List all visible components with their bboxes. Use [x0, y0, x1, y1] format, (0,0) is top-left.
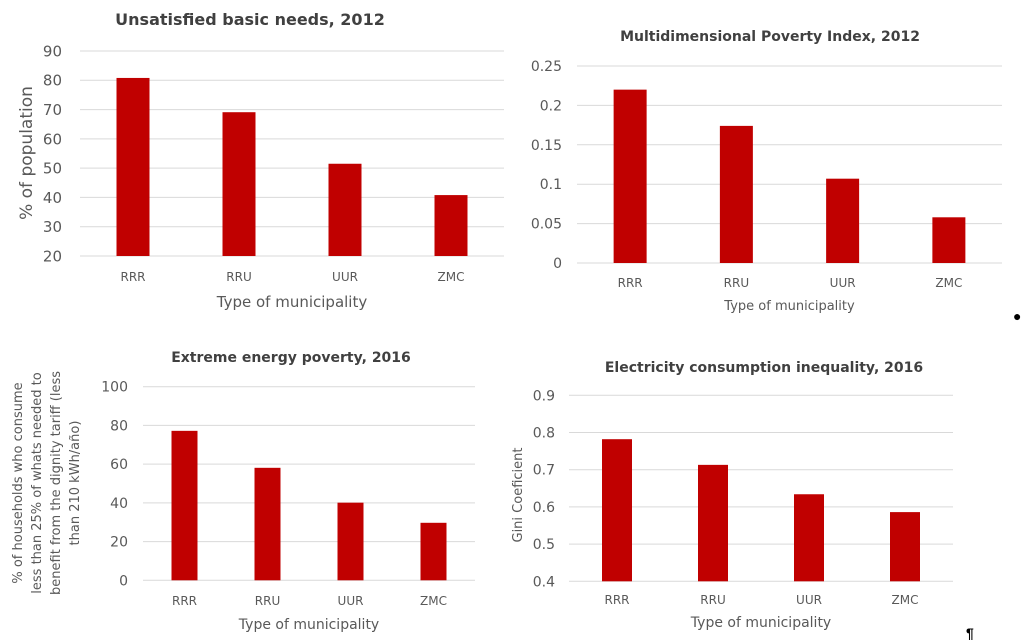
x-tick-label: UUR [332, 270, 358, 284]
chart-4: Electricity consumption inequality, 2016… [511, 360, 953, 631]
bar-uur [337, 502, 364, 581]
bar-zmc [890, 512, 920, 582]
x-tick-label: ZMC [892, 593, 919, 607]
y-tick-label: 0.4 [533, 574, 555, 590]
y-tick-label: 20 [43, 247, 62, 265]
x-axis-label: Type of municipality [238, 617, 379, 633]
y-axis-label: benefit from the dignity tariff (less [49, 371, 64, 595]
chart-title: Multidimensional Poverty Index, 2012 [620, 29, 920, 45]
bullet-mark: ● [1013, 308, 1022, 324]
pilcrow-mark: ¶ [966, 625, 974, 641]
x-tick-label: RRU [226, 270, 251, 284]
chart-title: Electricity consumption inequality, 2016 [605, 360, 923, 376]
y-tick-label: 0.2 [540, 98, 562, 114]
x-tick-label: ZMC [438, 270, 465, 284]
y-tick-label: 0.1 [540, 177, 562, 193]
bar-rrr [171, 430, 198, 581]
bar-zmc [932, 217, 966, 263]
x-tick-label: RRR [618, 276, 643, 290]
y-axis-label: % of population [17, 86, 37, 220]
bar-rrr [613, 89, 647, 263]
chart-1: Unsatisfied basic needs, 2012 20 30 40 50 60 7… [17, 10, 504, 311]
y-axis-label: than 210 kWh/año) [68, 421, 83, 546]
y-tick-label: 0.05 [531, 217, 562, 233]
y-tick-label: 0.9 [533, 388, 555, 404]
x-axis-label: Type of municipality [690, 615, 831, 631]
y-tick-label: 70 [43, 101, 62, 119]
x-tick-label: RRR [172, 594, 197, 608]
y-tick-label: 20 [110, 535, 128, 551]
y-tick-label: 0 [119, 573, 128, 589]
y-tick-label: 100 [101, 380, 128, 396]
y-tick-label: 60 [110, 457, 128, 473]
bar-uur [794, 494, 824, 582]
x-tick-label: UUR [338, 594, 364, 608]
y-tick-label: 0.15 [531, 138, 562, 154]
x-tick-label: ZMC [420, 594, 447, 608]
y-axis-label: less than 25% of whats needed to [30, 372, 45, 593]
bar-rru [222, 112, 256, 256]
bar-rru [254, 467, 281, 581]
y-tick-label: 0.6 [533, 500, 555, 516]
y-axis-label: % of households who consume [11, 382, 26, 583]
bar-rru [698, 464, 728, 582]
bar-rrr [602, 439, 632, 582]
x-tick-label: ZMC [935, 276, 962, 290]
y-tick-label: 0 [553, 256, 562, 272]
bar-uur [328, 163, 362, 256]
x-tick-label: RRR [120, 270, 145, 284]
x-tick-label: RRU [255, 594, 280, 608]
y-tick-label: 0.7 [533, 463, 555, 479]
x-tick-label: UUR [796, 593, 822, 607]
y-tick-label: 40 [43, 189, 62, 207]
y-tick-label: 0.8 [533, 426, 555, 442]
x-axis-label: Type of municipality [723, 299, 855, 314]
bar-rru [719, 125, 753, 263]
x-tick-label: RRR [604, 593, 629, 607]
bar-zmc [434, 195, 468, 256]
y-axis-label: Gini Coeficient [511, 448, 526, 543]
bar-rrr [116, 77, 150, 256]
y-tick-label: 30 [43, 218, 62, 236]
y-tick-label: 50 [43, 160, 62, 178]
y-tick-label: 90 [43, 42, 62, 60]
bar-zmc [420, 522, 447, 581]
y-tick-label: 0.5 [533, 537, 555, 553]
y-tick-label: 0.25 [531, 59, 562, 75]
chart-title: Unsatisfied basic needs, 2012 [115, 10, 385, 29]
y-tick-label: 60 [43, 130, 62, 148]
chart-3: Extreme energy poverty, 2016 0 20 40 60 80 100… [11, 350, 475, 633]
chart-title: Extreme energy poverty, 2016 [171, 350, 411, 366]
y-tick-label: 40 [110, 496, 128, 512]
x-tick-label: UUR [830, 276, 856, 290]
x-tick-label: RRU [724, 276, 749, 290]
x-axis-label: Type of municipality [216, 293, 368, 311]
x-tick-label: RRU [700, 593, 725, 607]
chart-2: Multidimensional Poverty Index, 2012 0 0.0… [531, 29, 1002, 314]
bar-uur [826, 178, 860, 263]
y-tick-label: 80 [110, 418, 128, 434]
y-tick-label: 80 [43, 72, 62, 90]
